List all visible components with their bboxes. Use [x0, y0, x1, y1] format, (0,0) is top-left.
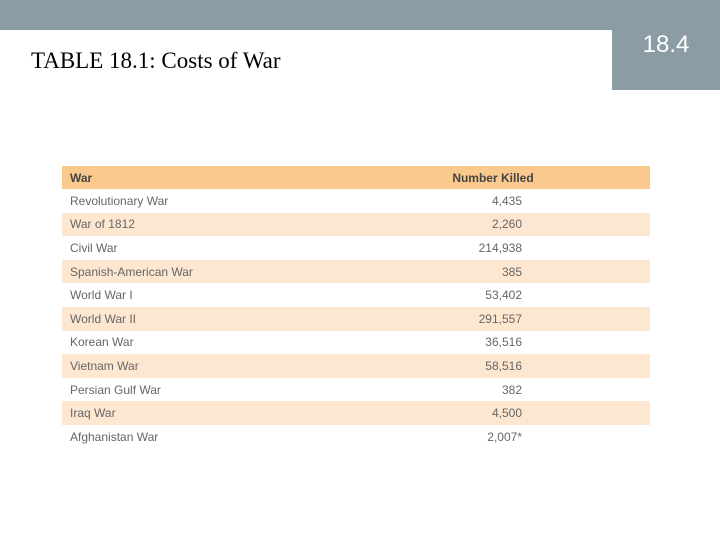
killed-cell: 53,402	[485, 288, 522, 303]
killed-cell: 291,557	[478, 311, 522, 326]
war-cell: Vietnam War	[70, 358, 139, 373]
war-cell: Korean War	[70, 335, 134, 350]
column-header: Number Killed	[452, 170, 534, 185]
table-row: War of 1812 2,260	[62, 212, 650, 237]
war-cell: Revolutionary War	[70, 193, 169, 208]
war-cell: Iraq War	[70, 406, 116, 421]
killed-cell: 36,516	[485, 335, 522, 350]
killed-cell: 2,007*	[487, 429, 522, 444]
war-cell: World War II	[70, 311, 137, 326]
table-row: Revolutionary War 4,435	[62, 189, 650, 213]
war-cell: War of 1812	[70, 217, 135, 232]
table-row: World War II 291,557	[62, 306, 650, 331]
war-cell: World War I	[70, 288, 133, 303]
column-header: War	[70, 170, 93, 185]
top-bar	[0, 0, 720, 30]
killed-cell: 4,500	[491, 406, 522, 421]
killed-cell: 4,435	[491, 193, 522, 208]
table-row: World War I 53,402	[62, 283, 650, 307]
table-row: Civil War 214,938	[62, 236, 650, 260]
table-row: Spanish-American War 385	[62, 259, 650, 284]
killed-cell: 58,516	[485, 358, 522, 373]
table-row: Iraq War 4,500	[62, 401, 650, 425]
war-cell: Civil War	[70, 240, 118, 255]
table-row: Persian Gulf War 382	[62, 378, 650, 402]
slide-number: 18.4	[612, 0, 720, 90]
table-row: Vietnam War 58,516	[62, 354, 650, 378]
table-row: Afghanistan War 2,007*	[62, 425, 650, 449]
table-row: Korean War 36,516	[62, 331, 650, 355]
killed-cell: 382	[501, 382, 522, 397]
war-cell: Afghanistan War	[70, 429, 159, 444]
killed-cell: 385	[501, 264, 522, 279]
table: War Number Killed Revolutionary War 4,435 Wa…	[62, 166, 650, 449]
war-cell: Persian Gulf War	[70, 382, 161, 397]
slide-title: TABLE 18.1: Costs of War	[31, 48, 281, 73]
war-cell: Spanish-American War	[70, 264, 193, 279]
killed-cell: 2,260	[491, 217, 522, 232]
killed-cell: 214,938	[478, 240, 522, 255]
header-row: War Number Killed	[62, 166, 650, 189]
